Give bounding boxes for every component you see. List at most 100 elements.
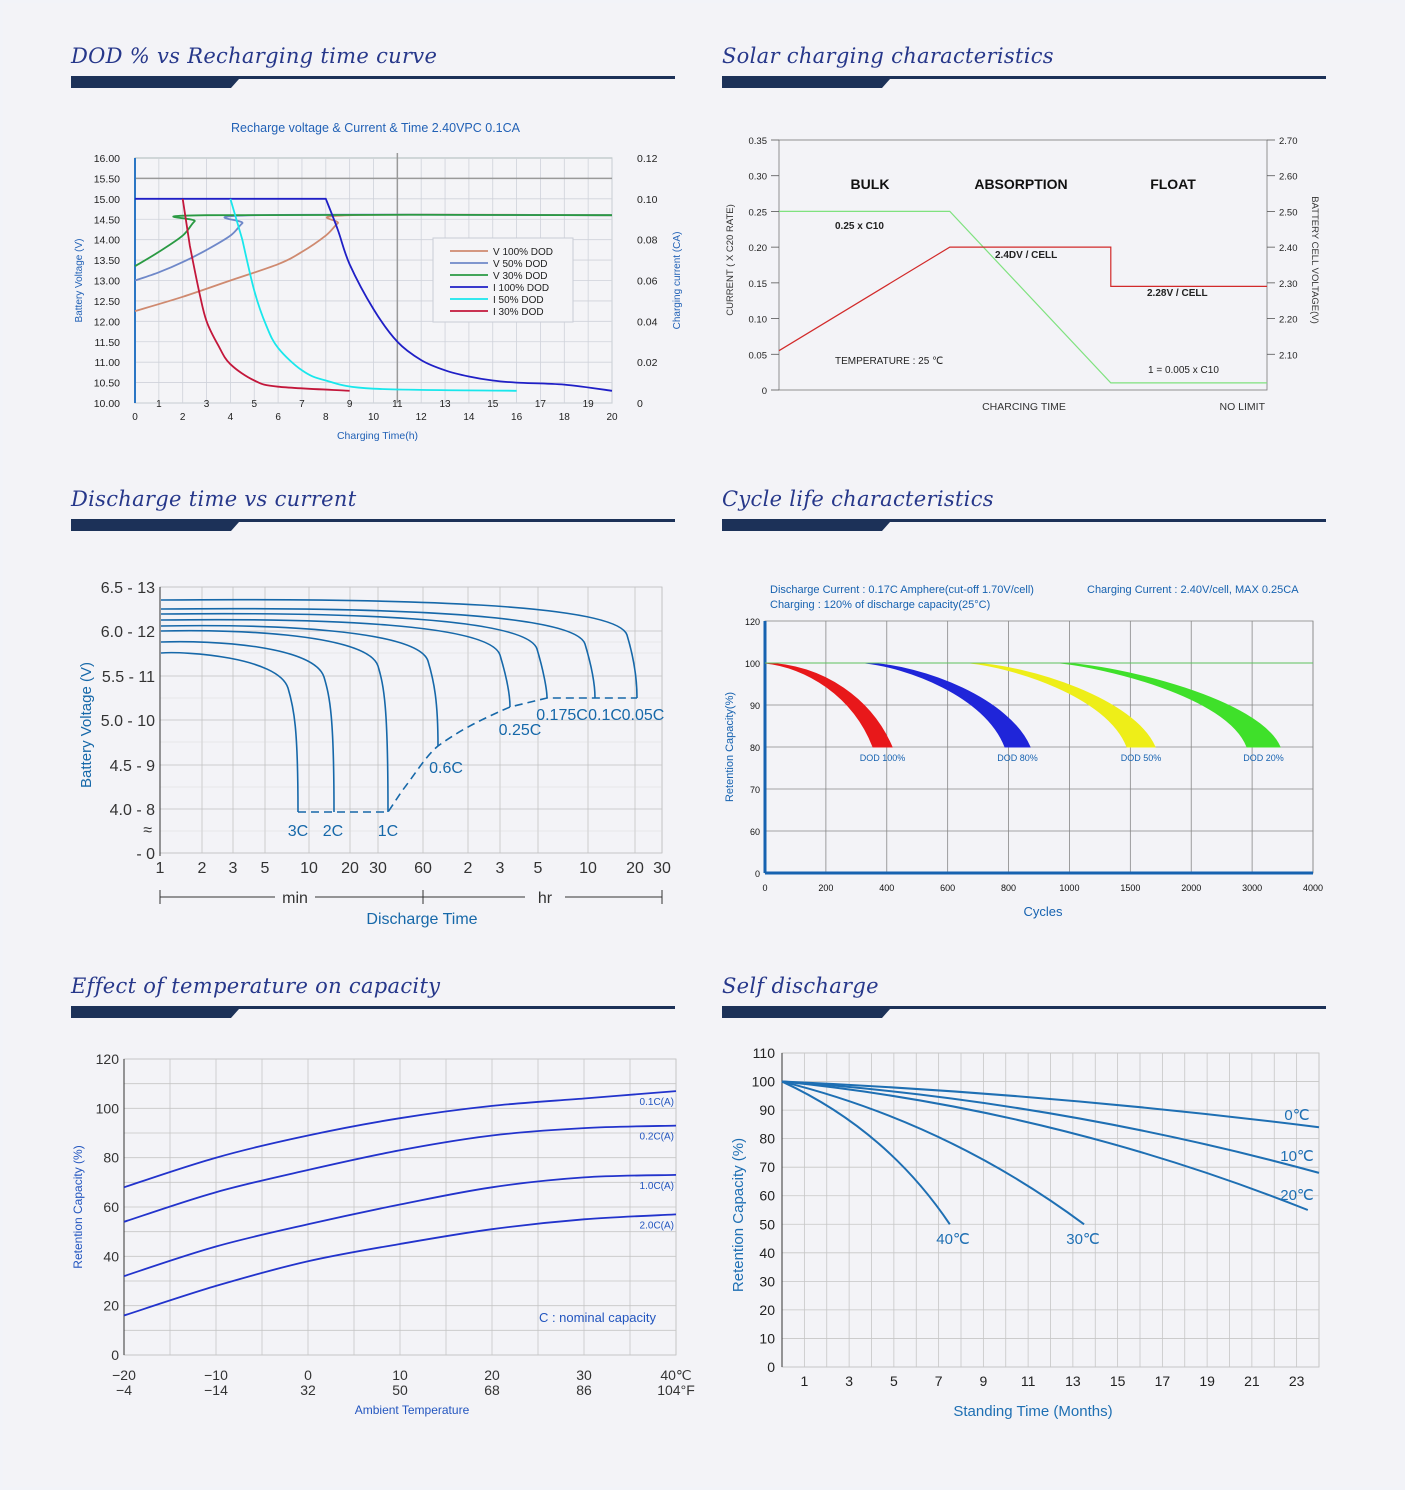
title-underline — [722, 1006, 1326, 1018]
curve-label: 0.1C — [588, 707, 622, 724]
phase-label: FLOAT — [1150, 176, 1196, 192]
y-tick-label: 80 — [750, 743, 760, 753]
y-axis-label: Retention Capacity (%) — [730, 1138, 747, 1292]
discharge-curve — [160, 640, 335, 813]
y-tick-label: 0 — [111, 1347, 119, 1363]
discharge-curve — [160, 629, 389, 813]
series-line — [781, 1080, 1320, 1129]
series-line — [123, 1124, 677, 1223]
y2-tick-label: 0.12 — [637, 153, 658, 165]
x-tick-label: 21 — [1244, 1373, 1260, 1389]
y-tick-label: 110 — [753, 1045, 776, 1061]
plot-area — [778, 139, 1268, 391]
y-axis-label: Battery Voltage (V) — [78, 662, 95, 788]
x-tick-label: 3 — [204, 399, 210, 410]
annotation: 0.25 x C10 — [835, 221, 884, 232]
y-tick-label: 20 — [103, 1298, 119, 1314]
unit-label-bg — [275, 887, 315, 905]
x-tick-label: 13 — [439, 399, 451, 410]
series-line — [134, 213, 613, 267]
y-axis-label: Battery Voltage (V) — [74, 239, 85, 323]
x-tick-label: 3 — [496, 860, 505, 877]
y-axis-label: Retention Capacity (%) — [71, 1145, 85, 1268]
curve-label: 0.25C — [499, 722, 542, 739]
unit-label: min — [282, 890, 308, 907]
legend-label: I 100% DOD — [493, 283, 549, 294]
y-axis-label: CURRENT ( X C20 RATE) — [725, 204, 736, 316]
legend-label: I 30% DOD — [493, 307, 544, 318]
x-tick-label: 5 — [890, 1373, 898, 1389]
discharge-curve — [160, 612, 548, 699]
x-axis-end-label: NO LIMIT — [1219, 401, 1265, 413]
series-line — [781, 1080, 951, 1225]
cutoff-line — [298, 697, 637, 813]
x-tick-label: 10 — [300, 860, 318, 877]
y-tick-label: 100 — [745, 659, 760, 669]
annotation: 2.4DV / CELL — [995, 250, 1057, 261]
annotation: 1 = 0.005 x C10 — [1148, 365, 1219, 376]
x-tick-label: 4000 — [1303, 883, 1323, 893]
y-tick-label: 15.50 — [94, 173, 120, 185]
series-label: 0.1C(A) — [640, 1097, 674, 1108]
x-axis-label: Cycles — [1023, 904, 1063, 919]
chart-cycle-life: 0 60 70 80 90 100 120 0 200 400 600 800 1000 1500 2000… — [724, 584, 1323, 919]
x-tick-label: 3 — [229, 860, 238, 877]
series-band — [864, 662, 1031, 748]
y-tick-label: 0 — [762, 386, 767, 397]
x-tick-label: 200 — [818, 883, 833, 893]
x-axis-label: Ambient Temperature — [355, 1403, 470, 1417]
curve-label: 2C — [323, 823, 343, 840]
series-line — [781, 1080, 1085, 1226]
x-tick-label: 5 — [261, 860, 270, 877]
x-tick-label-f: 86 — [576, 1382, 592, 1398]
x-tick-label: 15 — [1110, 1373, 1126, 1389]
y-tick-label: 120 — [96, 1051, 120, 1067]
series-label: DOD 80% — [997, 753, 1038, 763]
x-tick-label-f: 68 — [484, 1382, 500, 1398]
x-tick-label: 2 — [464, 860, 473, 877]
y-tick-label: 0.15 — [749, 279, 768, 290]
y-tick-label: 0.30 — [749, 172, 768, 183]
series-band — [764, 662, 893, 748]
series-label: DOD 100% — [860, 753, 906, 763]
y-tick-label: 40 — [759, 1245, 775, 1261]
x-tick-label: 30 — [576, 1367, 592, 1383]
y-tick-label: 13.00 — [94, 276, 120, 288]
x-tick-label: 40℃ — [660, 1367, 691, 1383]
legend-label: V 50% DOD — [493, 259, 547, 270]
y-tick-label: 0 — [767, 1359, 775, 1375]
y-tick-label: 100 — [96, 1100, 120, 1116]
y2-tick-label: 2.20 — [1279, 315, 1298, 326]
x-tick-label: 14 — [463, 412, 475, 423]
x-tick-label: 18 — [559, 412, 571, 423]
x-tick-label: 11 — [392, 399, 403, 410]
y-tick-label: 16.00 — [94, 153, 120, 165]
title-underline — [71, 1006, 675, 1018]
y-tick-label: 20 — [759, 1302, 775, 1318]
y-tick-label: 10.00 — [94, 398, 120, 410]
y-tick-label: 0.35 — [749, 136, 768, 147]
y-tick-label: 70 — [750, 785, 760, 795]
x-tick-label: 10 — [368, 412, 380, 423]
y-tick-label: 40 — [103, 1248, 119, 1264]
chart-title: Recharge voltage & Current & Time 2.40VP… — [231, 121, 521, 135]
curve-label: 3C — [288, 823, 308, 840]
x-tick-label: 20 — [606, 412, 618, 423]
discharge-curve — [160, 598, 638, 699]
legend-label: V 100% DOD — [493, 247, 553, 258]
y-tick-label: 60 — [750, 827, 760, 837]
note: Charging : 120% of discharge capacity(25… — [770, 599, 990, 611]
x-tick-label: 5 — [534, 860, 543, 877]
x-tick-label: 60 — [414, 860, 432, 877]
y-tick-label: - 0 — [136, 846, 155, 863]
unit-label-bg — [525, 887, 565, 905]
x-tick-label: 17 — [1155, 1373, 1171, 1389]
discharge-curve — [160, 607, 596, 699]
y-tick-label: 80 — [759, 1131, 775, 1147]
x-axis-label: Discharge Time — [366, 911, 477, 928]
x-tick-label-f: 104°F — [657, 1382, 695, 1398]
x-tick-label: 17 — [535, 399, 547, 410]
annotation: C : nominal capacity — [539, 1310, 657, 1325]
panel-title: Effect of temperature on capacity — [71, 974, 441, 998]
